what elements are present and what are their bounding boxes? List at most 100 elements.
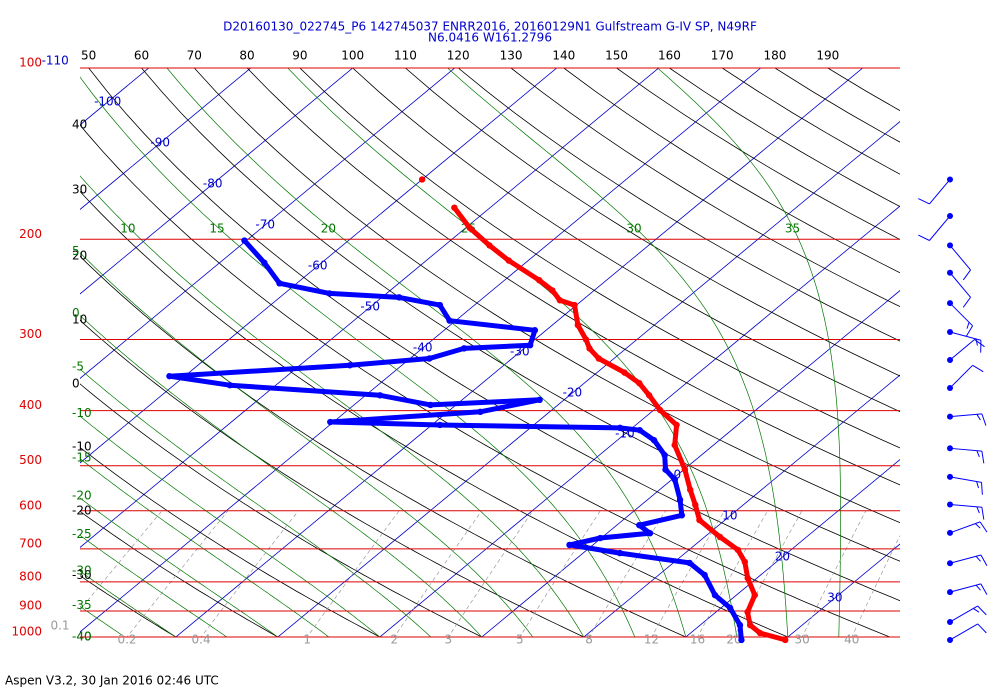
dry-adiabat bbox=[352, 68, 900, 413]
dry-adiabat-label: 70 bbox=[187, 49, 202, 63]
dry-adiabat bbox=[88, 68, 900, 602]
wind-staff bbox=[949, 339, 975, 361]
wind-staff bbox=[929, 179, 951, 205]
wind-barb bbox=[918, 234, 930, 241]
wind-barb bbox=[980, 554, 988, 567]
dry-adiabat bbox=[457, 68, 900, 342]
isotherm bbox=[379, 205, 900, 637]
dry-adiabat bbox=[510, 68, 900, 308]
mixing-ratio-label: 16 bbox=[690, 633, 705, 647]
chart-subtitle: N6.0416 W161.2796 bbox=[428, 31, 552, 45]
moist-adiabat bbox=[80, 315, 483, 637]
mixing-ratio-line bbox=[126, 510, 229, 637]
isotherm-label: 20 bbox=[775, 550, 790, 564]
mixing-ratio-label: 8 bbox=[585, 633, 593, 647]
pressure-label: 900 bbox=[19, 598, 42, 612]
dry-adiabat bbox=[774, 68, 900, 143]
dry-adiabat bbox=[0, 68, 85, 644]
mixing-ratio-line bbox=[447, 510, 534, 637]
mixing-ratio-label: 30 bbox=[795, 633, 810, 647]
pressure-label: 100 bbox=[19, 56, 42, 70]
pressure-label: 700 bbox=[19, 536, 42, 550]
moist-adiabat bbox=[80, 497, 279, 637]
dry-adiabat bbox=[194, 68, 900, 524]
dry-adiabat bbox=[405, 68, 900, 377]
dry-adiabat bbox=[80, 319, 585, 637]
dry-adiabat-label: 100 bbox=[341, 49, 364, 63]
wind-barb bbox=[962, 269, 971, 281]
dry-adiabat-label: 110 bbox=[394, 49, 417, 63]
moist-adiabat bbox=[80, 368, 432, 637]
moist-adiabat bbox=[80, 252, 534, 637]
dry-adiabat bbox=[299, 68, 900, 449]
isotherm-label: -80 bbox=[203, 177, 223, 191]
mixing-ratio-label: 12 bbox=[644, 633, 659, 647]
wind-staff bbox=[949, 447, 982, 452]
mixing-ratio-label: 2 bbox=[390, 633, 398, 647]
wind-barb bbox=[962, 296, 971, 308]
dry-adiabat bbox=[827, 68, 900, 112]
mixing-ratio-label: 5 bbox=[516, 633, 524, 647]
moist-adiabat bbox=[80, 458, 330, 637]
moist-adiabat-label: -15 bbox=[72, 451, 92, 465]
dry-adiabat bbox=[80, 190, 789, 637]
wind-staff bbox=[949, 413, 982, 418]
moist-adiabat-label: 10 bbox=[120, 222, 135, 236]
moist-adiabat bbox=[80, 534, 228, 637]
moist-adiabat bbox=[0, 68, 74, 637]
dry-adiabat bbox=[80, 255, 687, 637]
isotherm-label: -60 bbox=[308, 259, 328, 273]
moist-adiabat bbox=[80, 570, 177, 637]
moist-adiabat bbox=[657, 68, 841, 637]
wind-staff bbox=[949, 554, 982, 564]
wind-barb bbox=[976, 414, 981, 421]
profile-line bbox=[166, 238, 744, 641]
dry-adiabat-label: -40 bbox=[72, 630, 92, 644]
moist-adiabat-label: -20 bbox=[72, 488, 92, 502]
wind-barb bbox=[976, 481, 979, 489]
wind-barb bbox=[973, 608, 980, 613]
wind-staff bbox=[949, 583, 982, 593]
wind-staff bbox=[949, 302, 973, 327]
mixing-ratio-line bbox=[801, 510, 867, 637]
isotherm-label: -40 bbox=[413, 341, 433, 355]
isotherm bbox=[80, 68, 354, 295]
dry-adiabat-label: -10 bbox=[72, 440, 92, 454]
isotherm bbox=[685, 459, 900, 637]
wind-barb bbox=[980, 583, 988, 595]
mixing-ratio-line bbox=[200, 510, 299, 637]
wind-staff bbox=[949, 364, 973, 389]
moist-adiabat-label: 5 bbox=[72, 244, 80, 258]
dry-adiabat bbox=[246, 68, 900, 486]
moist-adiabat bbox=[447, 68, 789, 637]
wind-staff bbox=[949, 272, 971, 298]
moist-adiabat bbox=[80, 76, 636, 637]
moist-adiabat-label: -10 bbox=[72, 406, 92, 420]
isotherm bbox=[80, 68, 456, 379]
isotherm-label: -20 bbox=[563, 386, 583, 400]
mixing-ratio-label: 1 bbox=[303, 633, 311, 647]
moist-adiabat bbox=[166, 68, 687, 637]
dry-adiabat-label: 20 bbox=[72, 249, 87, 263]
moist-adiabat-label: 35 bbox=[785, 222, 800, 236]
mixing-ratio-line bbox=[80, 510, 163, 611]
pressure-label: 600 bbox=[19, 498, 42, 512]
wind-barb bbox=[918, 198, 930, 205]
dry-adiabat bbox=[80, 575, 177, 637]
plot-layer: 1002003004005006007008009001000-110-100-… bbox=[11, 49, 988, 647]
dry-adiabat-label: -30 bbox=[72, 568, 92, 582]
mixing-ratio-line bbox=[306, 510, 400, 637]
moist-adiabat-label: 20 bbox=[321, 222, 336, 236]
isotherm-label: -100 bbox=[94, 95, 121, 109]
mixing-ratio-line bbox=[733, 510, 803, 637]
isotherm bbox=[175, 68, 864, 637]
mixing-ratio-label: 3 bbox=[445, 633, 453, 647]
moist-adiabat-label: 0 bbox=[72, 306, 80, 320]
pressure-label: 300 bbox=[19, 327, 42, 341]
pressure-label: 500 bbox=[19, 453, 42, 467]
background-lines bbox=[0, 68, 900, 644]
isotherm bbox=[80, 68, 660, 548]
isotherm bbox=[80, 68, 252, 210]
mixing-ratio-label: 0.4 bbox=[192, 633, 211, 647]
